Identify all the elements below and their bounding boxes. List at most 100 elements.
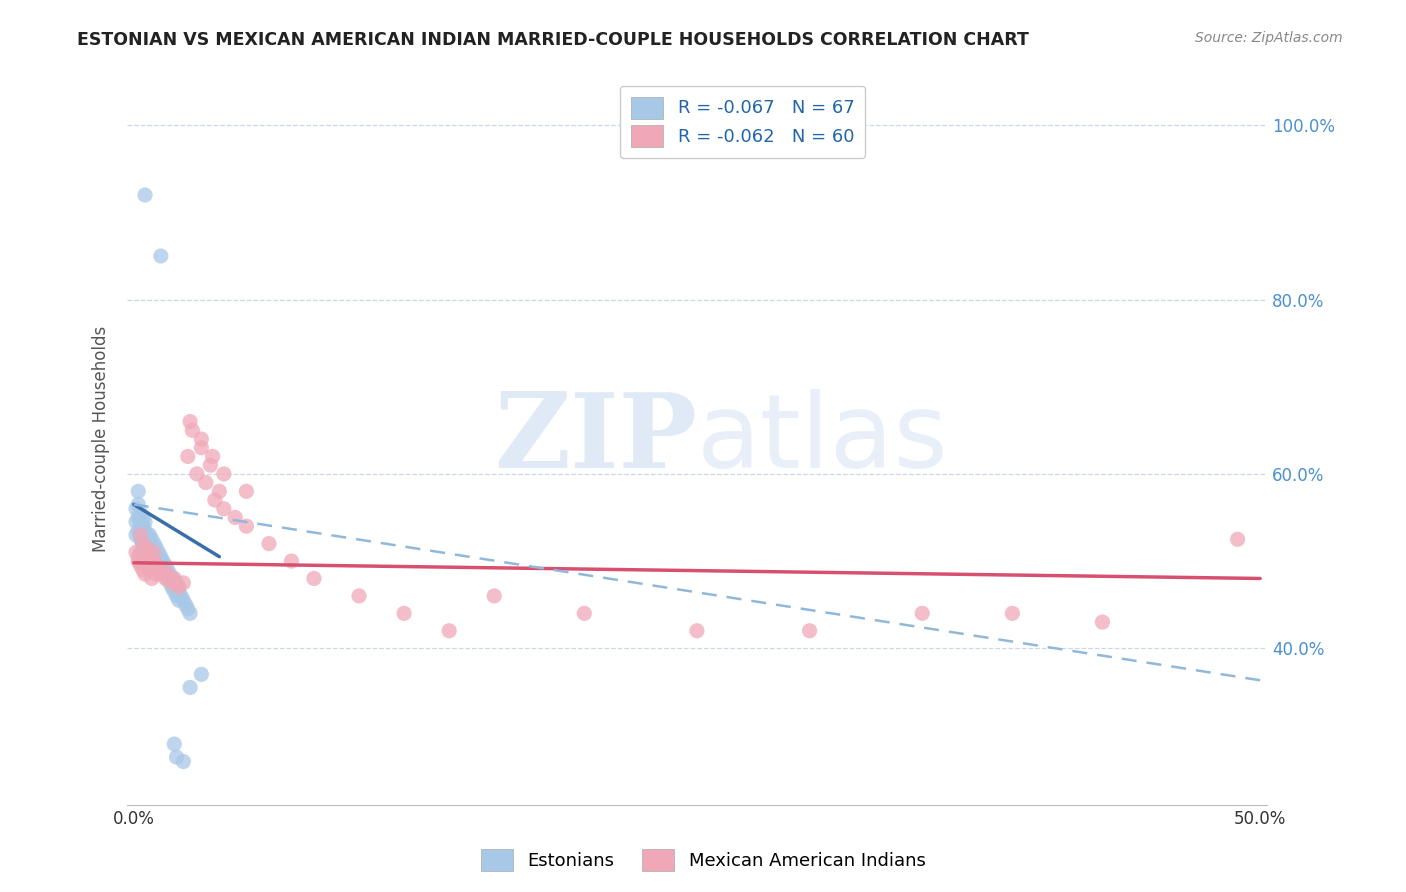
Point (134, 188, 156, 202)
Point (190, 667, 212, 681)
Point (167, 593, 190, 607)
Point (181, 423, 204, 437)
Point (129, 545, 152, 559)
Point (166, 580, 188, 594)
Point (235, 484, 257, 499)
Point (143, 536, 166, 550)
Point (280, 554, 302, 568)
Point (482, 589, 505, 603)
Point (134, 524, 156, 538)
Point (138, 528, 160, 542)
Point (190, 432, 212, 446)
Point (129, 515, 152, 529)
Point (574, 607, 596, 621)
Text: atlas: atlas (697, 389, 949, 490)
Point (132, 536, 155, 550)
Point (179, 681, 201, 695)
Point (160, 572, 183, 586)
Point (141, 533, 163, 547)
Point (1001, 607, 1024, 621)
Point (127, 497, 149, 511)
Point (132, 519, 155, 533)
Point (129, 506, 152, 520)
Point (134, 515, 156, 529)
Point (136, 528, 159, 542)
Legend: Estonians, Mexican American Indians: Estonians, Mexican American Indians (474, 842, 932, 879)
Point (155, 558, 177, 573)
Point (138, 541, 160, 555)
Point (200, 458, 222, 472)
Point (302, 572, 325, 586)
Point (347, 589, 370, 603)
Point (224, 510, 246, 524)
Point (208, 484, 231, 499)
Point (148, 554, 170, 568)
Point (149, 549, 172, 564)
Point (127, 549, 149, 564)
Point (134, 541, 156, 555)
Point (156, 567, 179, 582)
Point (134, 533, 156, 547)
Point (172, 575, 194, 590)
Point (159, 575, 181, 590)
Text: ZIP: ZIP (494, 388, 697, 490)
Point (138, 549, 160, 564)
Point (145, 558, 167, 573)
Point (149, 558, 172, 573)
Point (132, 510, 155, 524)
Point (134, 545, 156, 559)
Point (437, 624, 460, 638)
Point (155, 567, 177, 582)
Point (201, 450, 224, 464)
Point (160, 575, 183, 590)
Point (163, 572, 186, 586)
Point (129, 528, 152, 542)
Point (911, 607, 934, 621)
Point (163, 584, 186, 599)
Point (152, 563, 174, 577)
Point (686, 624, 709, 638)
Point (149, 567, 172, 582)
Point (156, 563, 179, 577)
Point (160, 580, 183, 594)
Point (141, 554, 163, 568)
Point (186, 467, 208, 481)
Point (134, 567, 156, 582)
Point (177, 450, 200, 464)
Point (166, 589, 188, 603)
Point (125, 545, 148, 559)
Point (392, 607, 415, 621)
Text: Source: ZipAtlas.com: Source: ZipAtlas.com (1195, 31, 1343, 45)
Point (129, 533, 152, 547)
Y-axis label: Married-couple Households: Married-couple Households (93, 326, 110, 552)
Point (143, 554, 166, 568)
Point (156, 572, 179, 586)
Point (141, 572, 163, 586)
Point (148, 563, 170, 577)
Point (235, 519, 257, 533)
Point (152, 563, 174, 577)
Point (127, 554, 149, 568)
Point (125, 515, 148, 529)
Point (141, 545, 163, 559)
Point (141, 558, 163, 573)
Point (143, 545, 166, 559)
Point (136, 554, 159, 568)
Point (136, 541, 159, 555)
Point (138, 533, 160, 547)
Point (136, 545, 159, 559)
Point (166, 575, 188, 590)
Point (129, 524, 152, 538)
Point (127, 510, 149, 524)
Point (148, 545, 170, 559)
Point (149, 249, 172, 263)
Point (1226, 533, 1249, 547)
Point (172, 755, 194, 769)
Point (136, 536, 159, 550)
Point (163, 575, 186, 590)
Point (166, 750, 188, 764)
Point (143, 545, 166, 559)
Point (257, 536, 280, 550)
Point (799, 624, 821, 638)
Point (145, 549, 167, 564)
